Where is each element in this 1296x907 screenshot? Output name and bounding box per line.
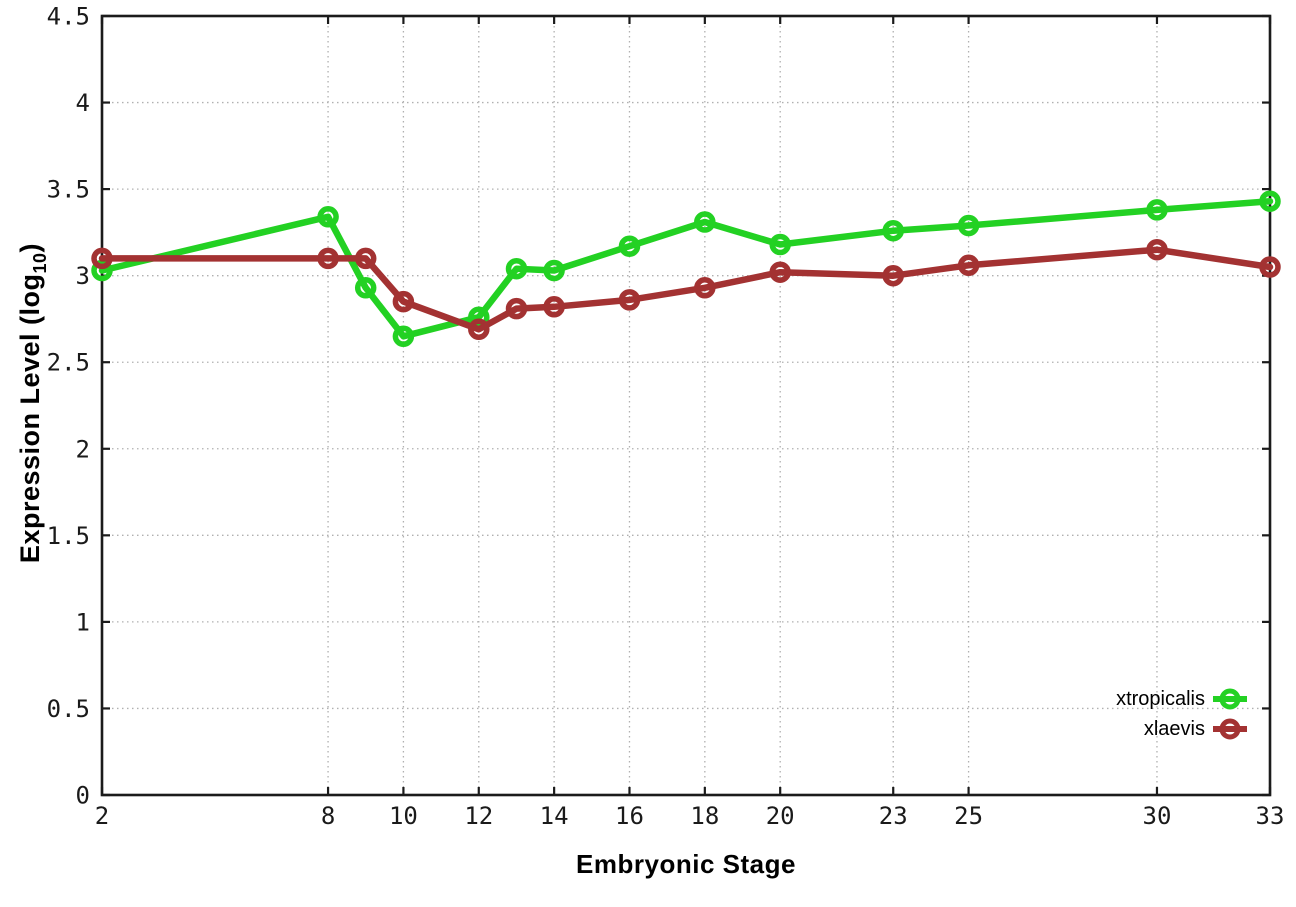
data-point-marker	[694, 277, 716, 299]
svg-text:2: 2	[76, 435, 90, 463]
svg-text:1: 1	[76, 608, 90, 636]
svg-text:3: 3	[76, 262, 90, 290]
legend-sample-xlaevis	[1213, 714, 1247, 744]
svg-text:4.5: 4.5	[47, 3, 90, 31]
series-xtropicalis	[91, 190, 1281, 348]
data-point-marker	[505, 297, 528, 320]
svg-text:18: 18	[690, 802, 719, 830]
data-point-marker	[468, 306, 490, 328]
data-point-marker	[618, 235, 641, 257]
data-point-marker	[354, 277, 377, 299]
tick-marks	[100, 14, 1272, 797]
data-point-marker	[1146, 199, 1168, 221]
legend-item-xtropicalis: xtropicalis	[1116, 684, 1247, 714]
data-point-marker	[769, 261, 791, 283]
legend: xtropicalis xlaevis	[1116, 684, 1247, 744]
data-point-marker	[1259, 256, 1281, 278]
svg-text:10: 10	[389, 802, 418, 830]
legend-label: xtropicalis	[1116, 688, 1205, 710]
svg-text:16: 16	[615, 802, 644, 830]
data-point-marker	[543, 259, 565, 282]
data-point-marker	[1259, 190, 1281, 212]
svg-text:1.5: 1.5	[47, 522, 90, 550]
svg-text:4: 4	[76, 89, 90, 117]
svg-text:14: 14	[540, 802, 569, 830]
data-point-marker	[392, 290, 415, 313]
data-point-marker	[543, 296, 565, 318]
y-axis-title-subscript: 10	[30, 252, 50, 274]
y-tick-labels: 0 0.5 1 1.5 2 2.5 3 3.5 4 4.5	[47, 3, 90, 810]
data-point-marker	[769, 233, 791, 256]
svg-text:2: 2	[95, 802, 109, 830]
data-point-marker	[354, 247, 377, 270]
svg-text:8: 8	[321, 802, 335, 830]
svg-text:25: 25	[954, 802, 983, 830]
data-point-marker	[91, 247, 113, 270]
data-point-marker	[957, 254, 980, 277]
data-point-marker	[1146, 238, 1168, 261]
x-tick-labels: 2 8 10 12 14 16 18 20 23 25 30 33	[95, 802, 1285, 830]
legend-sample-xtropicalis	[1213, 684, 1247, 714]
legend-item-xlaevis: xlaevis	[1116, 714, 1247, 744]
data-point-marker	[468, 318, 490, 341]
data-point-marker	[957, 214, 980, 237]
data-point-marker	[694, 211, 716, 233]
svg-text:30: 30	[1143, 802, 1172, 830]
svg-text:2.5: 2.5	[47, 349, 90, 377]
data-point-marker	[882, 219, 904, 242]
svg-text:0: 0	[76, 782, 90, 810]
plot-border	[100, 14, 1272, 797]
legend-circle-marker-icon	[1219, 718, 1241, 740]
y-axis-title: Expression Level (log10)	[15, 243, 51, 563]
data-point-marker	[91, 259, 113, 282]
y-axis-title-text: Expression Level (log	[15, 273, 45, 564]
svg-text:3.5: 3.5	[47, 176, 90, 204]
data-point-marker	[317, 206, 339, 228]
data-point-marker	[882, 264, 904, 287]
data-point-marker	[505, 257, 528, 280]
svg-text:20: 20	[766, 802, 795, 830]
svg-text:12: 12	[464, 802, 493, 830]
x-axis-title: Embryonic Stage	[576, 849, 796, 879]
data-point-marker	[618, 289, 641, 311]
legend-circle-marker-icon	[1219, 688, 1241, 710]
data-point-marker	[317, 247, 339, 270]
data-point-marker	[392, 325, 415, 348]
svg-text:33: 33	[1256, 802, 1285, 830]
y-axis-title-close: )	[15, 242, 45, 253]
series-xlaevis	[91, 238, 1281, 341]
legend-label: xlaevis	[1143, 718, 1205, 740]
gridlines	[102, 16, 1270, 795]
svg-text:23: 23	[879, 802, 908, 830]
svg-text:0.5: 0.5	[47, 695, 90, 723]
